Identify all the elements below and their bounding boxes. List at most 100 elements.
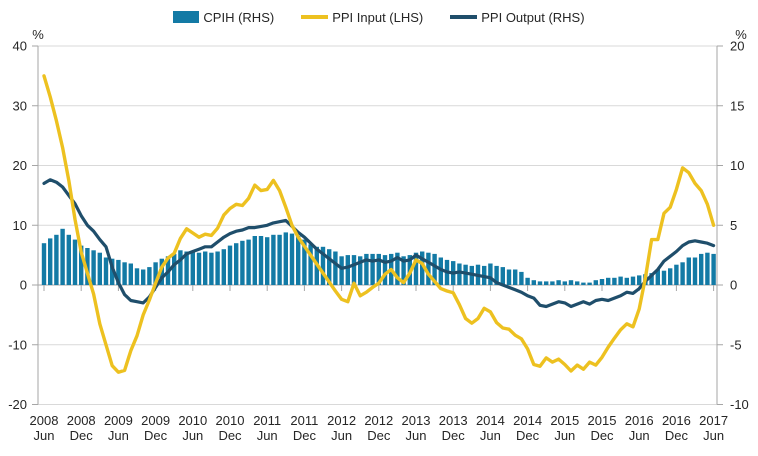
cpih-bar xyxy=(196,252,202,285)
cpih-bar xyxy=(345,255,350,285)
cpih-bar xyxy=(606,277,611,285)
cpih-bar xyxy=(618,276,623,285)
cpih-bar xyxy=(72,239,78,285)
x-axis-year-label: 2010 xyxy=(216,413,245,428)
cpih-bar xyxy=(413,252,419,285)
cpih-bar xyxy=(60,228,65,285)
x-axis-month-label: Jun xyxy=(257,428,278,443)
x-axis-month-label: Dec xyxy=(516,428,540,443)
legend-label-cpih: CPIH (RHS) xyxy=(203,9,275,25)
cpih-bar xyxy=(48,238,53,285)
cpih-bar xyxy=(612,277,617,285)
cpih-bar-swatch-icon xyxy=(173,11,200,23)
x-axis-year-label: 2011 xyxy=(290,413,318,428)
x-axis-year-label: 2016 xyxy=(662,413,691,428)
x-axis-year-label: 2010 xyxy=(178,413,207,428)
cpih-bar xyxy=(302,239,307,285)
cpih-bar xyxy=(686,257,691,285)
cpih-bar xyxy=(432,253,437,285)
cpih-bar xyxy=(333,251,338,285)
x-axis-month-label: Jun xyxy=(34,428,55,443)
x-axis-year-label: 2009 xyxy=(104,413,133,428)
right-axis-tick-label: 5 xyxy=(730,218,737,233)
cpih-bar xyxy=(382,255,388,285)
cpih-bar xyxy=(537,281,543,285)
cpih-bar xyxy=(66,234,71,285)
cpih-bar xyxy=(209,252,214,285)
cpih-bar xyxy=(680,262,685,285)
x-axis-month-label: Dec xyxy=(590,428,614,443)
right-axis-tick-label: 0 xyxy=(730,278,737,293)
left-axis-tick-label: 0 xyxy=(20,278,27,293)
cpih-bar xyxy=(203,251,208,285)
x-axis-year-label: 2009 xyxy=(141,413,170,428)
cpih-bar xyxy=(550,281,555,285)
ppi-output-line-swatch-icon xyxy=(450,15,478,19)
right-axis-tick-label: -10 xyxy=(730,397,749,412)
cpih-bar xyxy=(668,268,673,285)
cpih-bar xyxy=(351,255,357,285)
x-axis-year-label: 2017 xyxy=(699,413,728,428)
cpih-bar xyxy=(593,280,598,285)
chart-legend: CPIH (RHS) PPI Input (LHS) PPI Output (R… xyxy=(0,5,758,29)
cpih-bar xyxy=(116,259,121,285)
left-axis-tick-label: 10 xyxy=(13,218,27,233)
cpih-bar xyxy=(568,280,574,285)
cpih-bar xyxy=(513,269,518,285)
cpih-bar xyxy=(556,280,561,285)
x-axis-year-label: 2016 xyxy=(625,413,654,428)
x-axis-year-label: 2012 xyxy=(327,413,356,428)
x-axis-year-label: 2014 xyxy=(476,413,505,428)
cpih-bar xyxy=(587,282,592,285)
cpih-bar xyxy=(296,236,301,285)
cpih-bar xyxy=(581,282,586,285)
cpih-bar xyxy=(531,280,536,285)
cpih-bar xyxy=(339,256,344,285)
cpih-bar xyxy=(128,263,133,285)
x-axis-month-label: Dec xyxy=(665,428,689,443)
cpih-bar xyxy=(110,258,115,285)
x-axis-month-label: Jun xyxy=(703,428,724,443)
cpih-bar xyxy=(488,263,493,285)
cpih-bar xyxy=(289,233,295,285)
left-axis-tick-label: 40 xyxy=(13,39,27,54)
cpih-bar xyxy=(376,253,381,285)
cpih-bar xyxy=(153,262,158,285)
axis-frame xyxy=(32,45,723,405)
x-axis-year-label: 2015 xyxy=(550,413,579,428)
cpih-bar xyxy=(184,251,189,285)
x-axis-month-label: Jun xyxy=(182,428,203,443)
cpih-bar xyxy=(103,257,109,285)
cpih-bar xyxy=(221,249,226,285)
cpih-bar xyxy=(661,270,667,285)
cpih-bar xyxy=(85,248,90,285)
right-axis-tick-label: 20 xyxy=(730,39,744,54)
cpih-bar xyxy=(265,237,270,285)
ppi-input-line xyxy=(42,74,716,374)
x-axis-month-label: Dec xyxy=(367,428,391,443)
cpih-bar xyxy=(234,243,239,285)
x-axis-month-label: Dec xyxy=(442,428,466,443)
x-axis-month-label: Dec xyxy=(70,428,94,443)
cpih-bar xyxy=(91,250,96,285)
cpih-bar xyxy=(283,232,288,285)
cpih-bar xyxy=(246,239,251,285)
cpih-bar xyxy=(438,257,443,285)
x-axis-year-label: 2013 xyxy=(439,413,468,428)
cpih-bar xyxy=(159,258,164,285)
legend-label-ppi-input: PPI Input (LHS) xyxy=(332,9,424,25)
x-axis-month-label: Dec xyxy=(144,428,168,443)
cpih-bar xyxy=(655,269,660,285)
x-axis-month-label: Jun xyxy=(480,428,501,443)
cpih-bar xyxy=(562,281,567,285)
cpih-bar xyxy=(358,256,363,285)
cpih-bar xyxy=(494,265,499,285)
legend-item-ppi-input: PPI Input (LHS) xyxy=(301,10,423,25)
right-axis-tick-label: 15 xyxy=(730,98,744,113)
left-axis-tick-label: -10 xyxy=(8,337,27,352)
cpih-bar xyxy=(705,252,710,285)
cpih-bar xyxy=(420,251,425,285)
cpih-bar xyxy=(97,252,102,285)
